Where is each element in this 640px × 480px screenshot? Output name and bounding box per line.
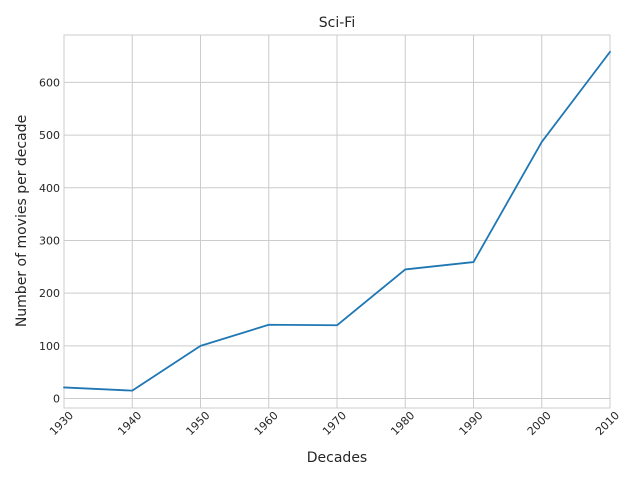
x-tick-label: 1930 [47,409,76,438]
y-tick-label: 300 [39,234,60,247]
grid [63,35,611,408]
y-axis-label: Number of movies per decade [14,115,30,327]
y-tick-label: 100 [39,340,60,353]
x-tick-label: 1940 [115,409,144,438]
series-layer [63,50,611,392]
x-tick-label: 1950 [184,409,213,438]
x-tick-label: 1960 [252,409,281,438]
y-tick-label: 0 [53,393,60,406]
y-tick-label: 500 [39,129,60,142]
x-tick-label: 2000 [525,409,554,438]
y-tick-label: 200 [39,287,60,300]
x-tick-label: 2010 [593,409,622,438]
x-tick-label: 1990 [457,409,486,438]
series-line [63,50,611,392]
x-axis-label: Decades [307,450,367,466]
x-axis-ticks: 1930 1940 1950 1960 1970 1980 1990 2000 2010 [47,409,622,438]
y-axis-ticks: 0 100 200 300 400 500 600 [39,76,60,405]
chart-title: Sci-Fi [319,15,355,31]
x-tick-label: 1970 [320,409,349,438]
plot-frame [63,34,611,409]
x-tick-label: 1980 [388,409,417,438]
y-tick-label: 600 [39,76,60,89]
y-tick-label: 400 [39,182,60,195]
